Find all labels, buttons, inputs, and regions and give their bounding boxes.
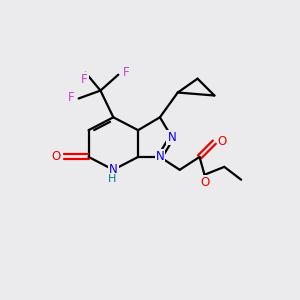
- Text: F: F: [81, 73, 88, 86]
- Text: N: N: [167, 130, 176, 144]
- Text: O: O: [201, 176, 210, 189]
- Text: F: F: [123, 66, 130, 79]
- Text: O: O: [51, 150, 61, 164]
- Text: N: N: [109, 163, 118, 176]
- Text: F: F: [68, 91, 74, 104]
- Text: N: N: [155, 150, 164, 164]
- Text: O: O: [218, 135, 227, 148]
- Text: H: H: [108, 174, 116, 184]
